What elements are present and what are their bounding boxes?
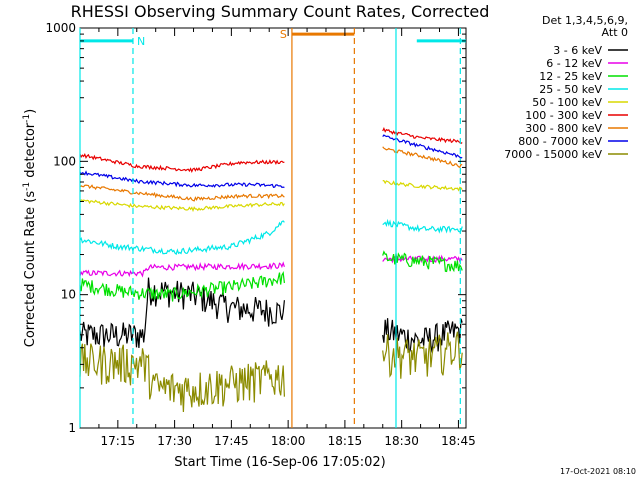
series-line-5-segment-1 (79, 153, 285, 173)
legend-entry-label: 800 - 7000 keV (518, 135, 602, 148)
legend-entry-label: 7000 - 15000 keV (504, 148, 602, 161)
x-tick-label: 17:15 (101, 434, 136, 448)
x-axis: 17:15 17:30 17:45 18:00 18:15 18:30 18:45 (98, 28, 476, 448)
legend-header-line2: Att 0 (602, 26, 628, 39)
y-axis-label: Corrected Count Rate (s-1 detector-1) (22, 109, 38, 347)
annotation-label-s: S (280, 28, 287, 41)
series-line-7-segment-1 (79, 170, 285, 189)
series-line-6-segment-2 (382, 146, 463, 169)
series-line-4-segment-1 (79, 199, 285, 213)
timestamp: 17-Oct-2021 08:10 (560, 467, 636, 476)
x-tick-label: 18:30 (384, 434, 419, 448)
x-tick-label: 17:30 (157, 434, 192, 448)
annotation-label-n: N (137, 35, 145, 48)
y-tick-label: 1000 (45, 21, 76, 35)
vline-layer (79, 28, 461, 428)
chart-title: RHESSI Observing Summary Count Rates, Co… (71, 2, 490, 21)
x-tick-label: 18:15 (328, 434, 363, 448)
x-tick-label: 18:00 (271, 434, 306, 448)
series-line-3-segment-1 (79, 220, 285, 256)
y-axis: 1 10 100 1000 (45, 21, 466, 435)
legend-header-line1: Det 1,3,4,5,6,9, (542, 14, 628, 27)
legend-entry-label: 6 - 12 keV (546, 57, 602, 70)
x-axis-label: Start Time (16-Sep-06 17:05:02) (174, 455, 385, 470)
y-tick-label: 1 (68, 421, 76, 435)
series-line-4-segment-2 (382, 180, 463, 192)
series-line-5-segment-2 (382, 127, 463, 145)
legend-entry-label: 300 - 800 keV (525, 122, 602, 135)
x-tick-label: 17:45 (214, 434, 249, 448)
legend-entry-label: 50 - 100 keV (532, 96, 602, 109)
series-line-8-segment-1 (79, 343, 285, 413)
x-tick-label: 18:45 (441, 434, 476, 448)
legend-entry-label: 25 - 50 keV (539, 83, 602, 96)
legend-entry-label: 12 - 25 keV (539, 70, 602, 83)
annotation-layer: NS (80, 28, 466, 48)
series-layer (79, 127, 463, 413)
series-line-6-segment-1 (79, 184, 285, 202)
series-line-3-segment-2 (382, 218, 463, 234)
legend-entry-label: 3 - 6 keV (553, 44, 602, 57)
series-line-2-segment-1 (79, 271, 285, 302)
series-line-1-segment-1 (79, 261, 285, 278)
series-line-2-segment-2 (382, 250, 463, 273)
y-tick-label: 10 (61, 288, 76, 302)
plot-frame (79, 27, 467, 429)
series-line-0-segment-1 (79, 277, 285, 349)
legend-entry-label: 100 - 300 keV (525, 109, 602, 122)
y-tick-label: 100 (53, 154, 76, 168)
